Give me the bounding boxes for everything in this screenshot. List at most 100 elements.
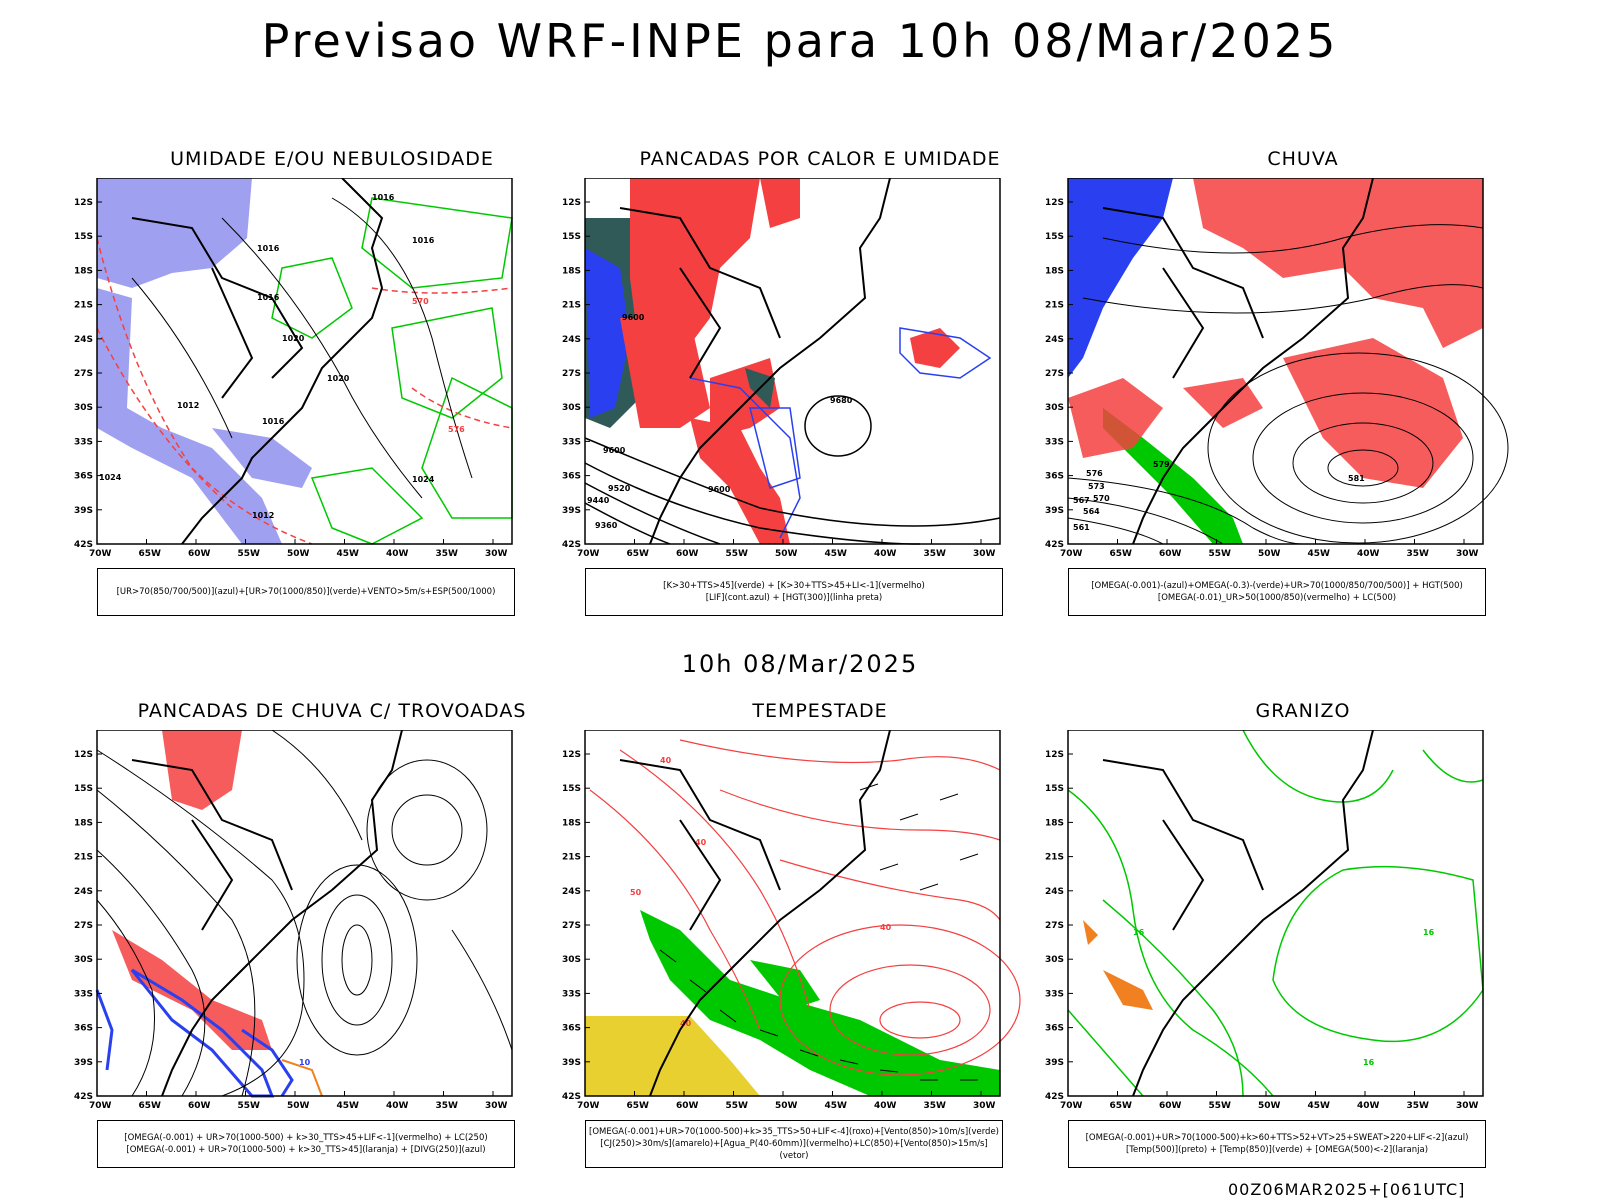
y-tick-label: 36S [74,1024,93,1034]
x-tick-label: 50W [287,1101,310,1111]
y-tick-label: 36S [562,1024,581,1034]
y-tick-label: 24S [1045,887,1064,897]
storm-field [95,730,323,1098]
y-tick-label: 24S [562,887,581,897]
y-tick-label: 24S [1045,335,1064,345]
x-tick-label: 60W [1159,1101,1182,1111]
y-tick-label: 33S [1045,989,1064,999]
svg-text:1020: 1020 [327,374,350,383]
svg-text:1020: 1020 [282,334,305,343]
y-tick-label: 30S [74,955,93,965]
svg-text:570: 570 [1093,494,1110,503]
x-tick-label: 65W [1110,1101,1133,1111]
y-tick-label: 24S [74,335,93,345]
x-tick-label: 40W [874,1101,897,1111]
x-tick-label: 70W [1060,1101,1083,1111]
y-tick-label: 21S [74,301,93,311]
y-tick-label: 27S [74,369,93,379]
panel-chuva: CHUVA 576 573 570 567 564 561 [1043,148,1563,628]
legend-tempestade: [OMEGA(-0.001)+UR>70(1000-500)+k>35_TTS>… [585,1120,1003,1168]
x-tick-label: 50W [287,549,310,559]
panel-title: PANCADAS POR CALOR E UMIDADE [639,148,1001,170]
svg-text:40: 40 [680,1019,692,1028]
svg-text:581: 581 [1348,474,1365,483]
y-tick-label: 42S [74,540,93,550]
svg-text:570: 570 [412,297,429,306]
x-tick-label: 40W [1357,549,1380,559]
svg-text:576: 576 [1086,469,1103,478]
y-tick-label: 21S [74,853,93,863]
y-tick-label: 15S [1045,232,1064,242]
y-tick-label: 30S [562,403,581,413]
y-tick-label: 33S [1045,437,1064,447]
x-tick-label: 45W [1308,549,1331,559]
svg-text:10: 10 [299,1058,311,1067]
x-tick-label: 40W [386,1101,409,1111]
svg-text:9520: 9520 [608,484,631,493]
x-tick-label: 35W [436,549,459,559]
y-tick-label: 18S [74,818,93,828]
svg-text:1016: 1016 [372,193,395,202]
svg-text:40: 40 [880,923,892,932]
svg-text:576: 576 [448,425,465,434]
svg-text:9680: 9680 [830,396,853,405]
x-tick-label: 60W [1159,549,1182,559]
legend-pancadas-calor: [K>30+TTS>45](verde) + [K>30+TTS>45+LI<-… [585,568,1003,616]
y-tick-label: 15S [74,232,93,242]
x-tick-label: 45W [337,549,360,559]
svg-text:9600: 9600 [603,446,626,455]
x-tick-label: 35W [924,1101,947,1111]
y-tick-label: 36S [562,472,581,482]
x-tick-label: 35W [1407,1101,1430,1111]
x-tick-label: 70W [577,1101,600,1111]
y-tick-label: 21S [562,301,581,311]
y-tick-label: 27S [562,921,581,931]
y-tick-label: 30S [562,955,581,965]
x-tick-label: 60W [188,549,211,559]
x-tick-label: 30W [1456,549,1479,559]
svg-text:9600: 9600 [708,485,731,494]
x-tick-label: 35W [924,549,947,559]
y-tick-label: 12S [74,198,93,208]
x-tick-label: 70W [1060,549,1083,559]
x-tick-label: 70W [89,1101,112,1111]
map-tempestade: 40 40 40 50 40 12S 15S 18S 21S 24S 27S 30S 33S 3… [562,730,1021,1111]
x-tick-label: 65W [139,549,162,559]
forecast-time: 10h 08/Mar/2025 [681,650,919,678]
y-tick-label: 15S [74,784,93,794]
y-tick-label: 36S [74,472,93,482]
y-tick-label: 18S [562,818,581,828]
panel-title: PANCADAS DE CHUVA C/ TROVOADAS [137,700,527,722]
labels-chuva: 576 573 570 567 564 561 581 579 [1073,460,1365,532]
x-tick-label: 50W [775,1101,798,1111]
y-tick-label: 18S [1045,266,1064,276]
y-tick-label: 39S [562,1058,581,1068]
map-umidade: 1016 1016 1016 1020 1020 1012 1016 1024 … [74,178,513,559]
rain-field [1068,178,1483,544]
streamlines [96,730,513,1097]
x-tick-label: 50W [1258,549,1281,559]
y-tick-label: 33S [74,437,93,447]
x-tick-label: 55W [1209,549,1232,559]
x-tick-label: 40W [874,549,897,559]
hgt-contours [1067,224,1509,545]
x-tick-label: 30W [973,549,996,559]
x-tick-label: 55W [1209,1101,1232,1111]
x-tick-label: 30W [973,1101,996,1111]
svg-text:1012: 1012 [252,511,274,520]
panel-umidade: UMIDADE E/OU NEBULOSIDADE 1016 1016 1016… [72,148,592,628]
coastline [131,178,384,545]
labels-pancadas-calor: 9680 9600 9600 9520 9440 9360 9600 [587,313,853,530]
y-tick-label: 42S [1045,540,1064,550]
svg-text:1016: 1016 [257,244,280,253]
y-tick-label: 27S [562,369,581,379]
coastline [1102,730,1374,1097]
x-tick-label: 50W [775,549,798,559]
y-tick-label: 42S [562,540,581,550]
temperature-contours [1067,730,1484,1097]
x-tick-label: 65W [139,1101,162,1111]
x-tick-label: 60W [188,1101,211,1111]
